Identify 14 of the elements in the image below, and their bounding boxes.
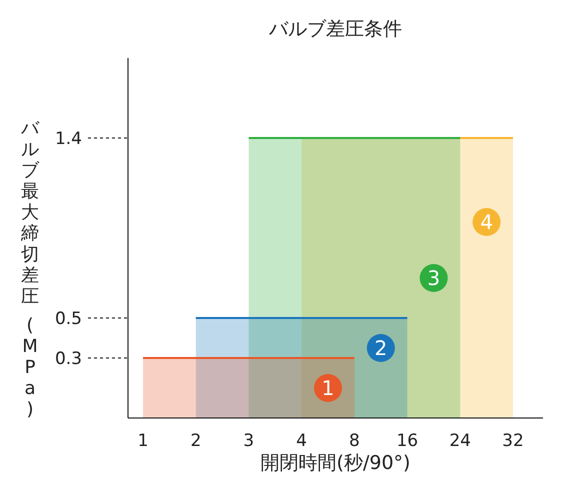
x-tick-label: 32 (502, 431, 524, 452)
x-tick-label: 1 (138, 431, 148, 452)
x-tick-label: 24 (449, 431, 471, 452)
x-tick-label: 2 (190, 431, 202, 452)
x-axis-title: 開閉時間(秒/90°) (260, 451, 412, 476)
y-tick-label: 0.3 (54, 348, 82, 369)
text: バルブ最大締切差圧 (MPa) (21, 118, 39, 420)
chart-title: バルブ差圧条件 (268, 17, 403, 42)
y-tick-label: 1.4 (54, 128, 82, 149)
x-tick-label: 4 (296, 431, 307, 452)
y-tick-label: 0.5 (54, 308, 82, 329)
x-tick-label: 16 (396, 431, 418, 452)
x-tick-label: 8 (349, 431, 360, 452)
x-tick-label: 3 (243, 431, 254, 452)
